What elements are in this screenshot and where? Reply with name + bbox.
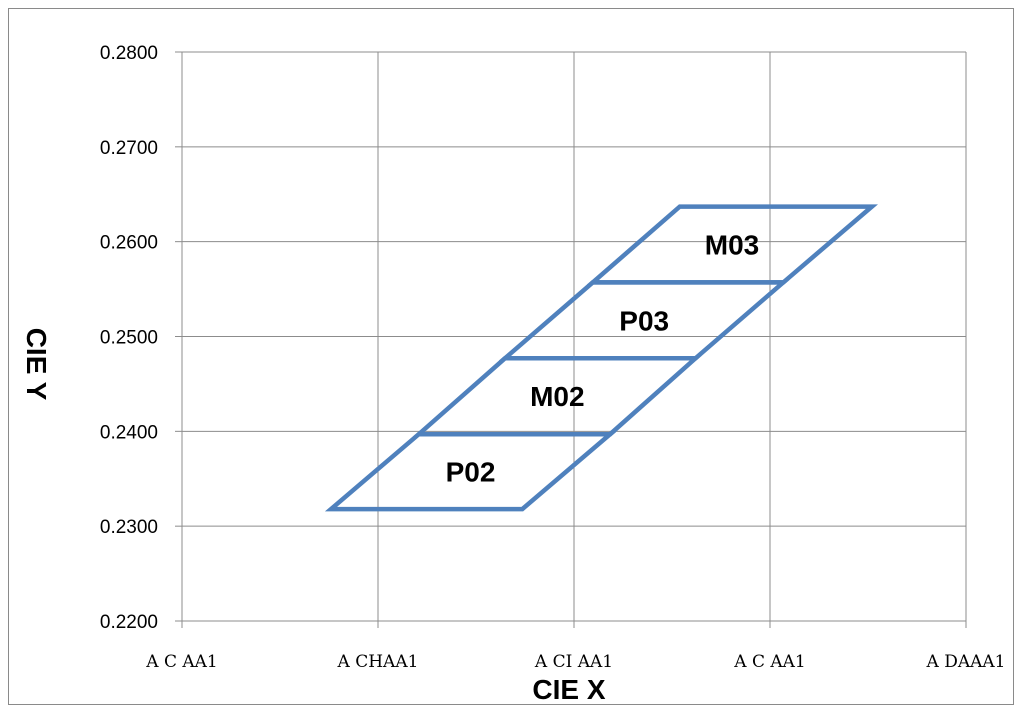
x-axis-title: CIE X: [532, 674, 605, 705]
region-label-m02: M02: [530, 381, 584, 412]
y-axis-title: CIE Y: [21, 328, 52, 401]
x-tick-label: A CHAA1: [337, 652, 419, 672]
x-tick-label: A C AA1: [145, 652, 217, 672]
y-tick-labels: 0.2200 0.2300 0.2400 0.2500 0.2600 0.2700 0.28…: [100, 43, 158, 633]
y-tick-label: 0.2400: [100, 422, 158, 443]
grid-layer: [175, 51, 967, 628]
region-labels: P02 M02 P03 M03: [446, 230, 760, 488]
y-tick-label: 0.2600: [100, 233, 158, 254]
y-tick-label: 0.2200: [100, 612, 158, 633]
region-layer: [324, 204, 878, 512]
x-tick-label: A DAAA1: [926, 652, 1006, 672]
region-m03: [586, 204, 878, 285]
region-label-m03: M03: [705, 230, 759, 261]
x-tick-label: A C AA1: [733, 652, 805, 672]
x-tick-labels: A C AA1 A CHAA1 A CI AA1 A C AA1 A DAAA1: [145, 652, 1005, 672]
y-tick-label: 0.2300: [100, 517, 158, 538]
y-tick-label: 0.2500: [100, 328, 158, 349]
chart-frame: 0.2200 0.2300 0.2400 0.2500 0.2600 0.2700 0.28…: [8, 8, 1014, 705]
cie-chart: 0.2200 0.2300 0.2400 0.2500 0.2600 0.2700 0.28…: [21, 43, 1005, 705]
region-label-p02: P02: [446, 457, 496, 488]
x-tick-label: A CI AA1: [534, 652, 613, 672]
y-tick-label: 0.2700: [100, 138, 158, 159]
y-tick-label: 0.2800: [100, 43, 158, 64]
region-label-p03: P03: [619, 305, 669, 336]
